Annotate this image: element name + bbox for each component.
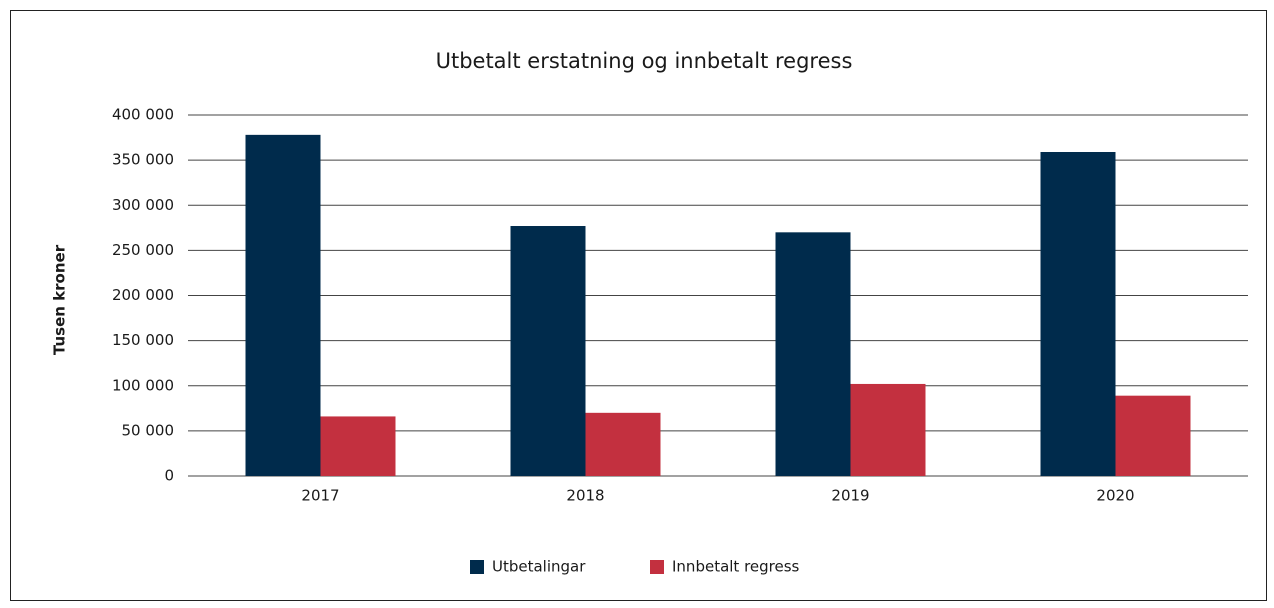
bar	[1040, 152, 1116, 476]
bar	[1115, 395, 1191, 476]
chart-title: Utbetalt erstatning og innbetalt regress	[436, 49, 853, 73]
y-axis-label: Tusen kroner	[51, 244, 69, 355]
bar	[585, 412, 661, 476]
bar	[245, 134, 321, 477]
x-tick-label: 2018	[566, 487, 604, 505]
x-tick-label: 2019	[831, 487, 869, 505]
y-tick-label: 100 000	[112, 376, 174, 394]
y-tick-label: 300 000	[112, 196, 174, 214]
frame	[10, 10, 1267, 601]
bar	[510, 226, 586, 476]
legend-label: Innbetalt regress	[672, 558, 800, 576]
x-tick-label: 2017	[301, 487, 339, 505]
x-tick-label: 2020	[1096, 487, 1134, 505]
bar	[320, 416, 396, 476]
legend-swatch	[650, 560, 664, 574]
bar	[775, 232, 851, 476]
y-tick-label: 150 000	[112, 331, 174, 349]
legend-swatch	[470, 560, 484, 574]
y-tick-label: 400 000	[112, 106, 174, 124]
y-tick-label: 250 000	[112, 241, 174, 259]
bar	[850, 383, 926, 476]
y-tick-label: 50 000	[122, 421, 175, 439]
legend-label: Utbetalingar	[492, 558, 586, 576]
y-tick-label: 0	[164, 467, 174, 485]
y-tick-label: 350 000	[112, 151, 174, 169]
y-tick-label: 200 000	[112, 286, 174, 304]
